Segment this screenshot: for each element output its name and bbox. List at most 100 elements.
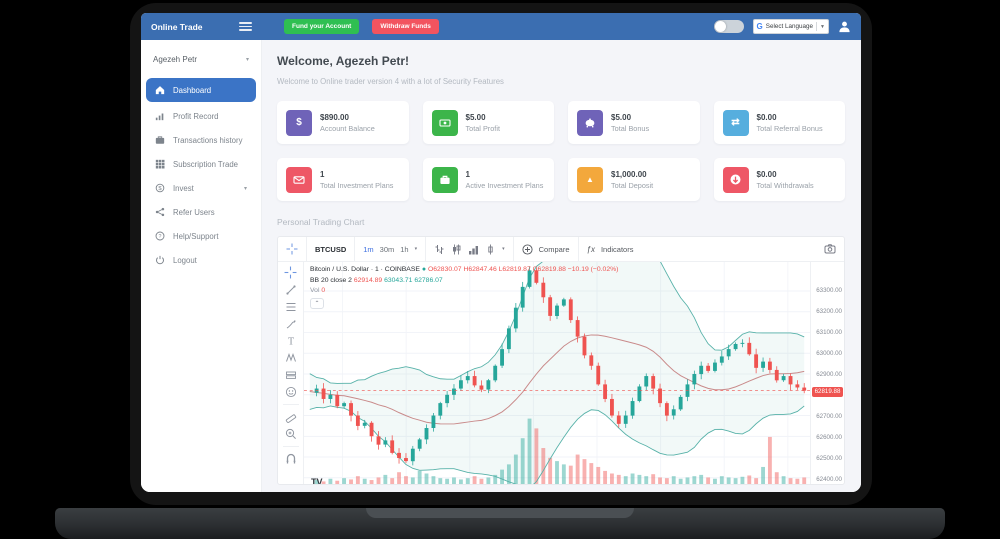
legend-vol-label[interactable]: Vol (310, 287, 320, 294)
indicators-button[interactable]: ƒx Indicators (579, 237, 642, 261)
stat-label: Total Investment Plans (320, 180, 394, 190)
fib-retracement-tool-icon[interactable] (285, 301, 297, 313)
laptop-base (55, 508, 945, 539)
chevron-down-icon: ▾ (243, 185, 247, 192)
camera-icon (824, 244, 836, 254)
snapshot-camera-button[interactable] (816, 243, 844, 255)
tradingview-logo[interactable]: TV (311, 477, 323, 484)
brush-tool-icon[interactable] (285, 318, 297, 330)
legend-bb-lower: 62786.07 (414, 276, 443, 284)
top-navbar: Online Trade Fund your Account Withdraw … (141, 13, 861, 40)
user-account-icon[interactable] (838, 20, 851, 33)
style-dropdown-chevron[interactable]: ▾ (502, 246, 505, 252)
last-price-tag: 62819.88 (812, 386, 843, 397)
stat-value: $0.00 (756, 112, 777, 122)
sidebar-item-logout[interactable]: Logout (141, 248, 261, 272)
pattern-tool-icon[interactable] (285, 352, 297, 364)
sidebar-item-label: Invest (173, 183, 194, 193)
symbol-button[interactable]: BTCUSD (307, 237, 356, 261)
legend-symbol[interactable]: Bitcoin / U.S. Dollar · 1 · COINBASE (310, 266, 420, 273)
main-content: Welcome, Agezeh Petr! Welcome to Online … (262, 40, 861, 492)
sidebar-item-label: Help/Support (173, 231, 219, 241)
magnet-tool-icon[interactable] (285, 453, 297, 465)
help-circle-icon: ? (155, 231, 165, 241)
timeframe-1m[interactable]: 1m (363, 244, 374, 254)
page-subtitle: Welcome to Online trader version 4 with … (277, 77, 504, 86)
language-label: Select Language (765, 23, 814, 30)
sidebar-item-subscription-trade[interactable]: Subscription Trade (141, 152, 261, 176)
stat-card-account-balance: $ $890.00 Account Balance (277, 101, 409, 144)
price-tick-label: 62600.00 (816, 433, 842, 441)
toolbar-divider (282, 446, 299, 447)
sidebar-item-label: Profit Record (173, 111, 219, 121)
price-tick-label: 62700.00 (816, 412, 842, 420)
price-tick-label: 63300.00 (816, 287, 842, 295)
stat-card-total-profit: $5.00 Total Profit (422, 101, 554, 144)
briefcase-icon (155, 136, 165, 144)
crosshair-tool-icon[interactable] (284, 266, 297, 279)
sidebar-item-help-support[interactable]: ? Help/Support (141, 224, 261, 248)
candles-style-icon[interactable] (451, 244, 462, 255)
price-tick-label: 63100.00 (816, 329, 842, 337)
chart-pane[interactable]: Bitcoin / U.S. Dollar · 1 · COINBASE ● O… (304, 262, 810, 484)
status-dot: ● (421, 266, 427, 273)
sidebar-item-label: Subscription Trade (173, 159, 239, 169)
compare-label: Compare (538, 244, 570, 254)
briefcase-icon (431, 166, 458, 193)
power-icon (156, 255, 164, 265)
sidebar-item-label: Logout (173, 255, 197, 265)
language-caret-icon: ▼ (820, 23, 825, 30)
sidebar-item-label: Dashboard (173, 85, 212, 95)
sidebar-item-refer-users[interactable]: Refer Users (141, 200, 261, 224)
legend-ohlc: O62830.07 H62847.46 L62819.87 C62819.88 … (427, 266, 619, 273)
withdraw-funds-button[interactable]: Withdraw Funds (372, 19, 439, 34)
hollow-candles-style-icon[interactable] (485, 244, 496, 255)
stat-card-total-withdrawals: $0.00 Total Withdrawals (713, 158, 845, 201)
timeframe-30m[interactable]: 30m (379, 244, 395, 254)
sidebar-item-dashboard[interactable]: Dashboard (146, 78, 256, 102)
sidebar-item-transactions-history[interactable]: Transactions history (141, 128, 261, 152)
stat-value: 1 (320, 169, 325, 179)
bars-style-icon[interactable] (434, 244, 445, 255)
legend-bb-label[interactable]: BB 20 close 2 (310, 276, 352, 284)
stat-value: 1 (465, 169, 470, 179)
text-tool-icon[interactable]: T (285, 335, 297, 348)
price-tick-label: 63000.00 (816, 350, 842, 358)
sidebar-item-profit-record[interactable]: Profit Record (141, 104, 261, 128)
stat-card-total-referral-bonus: ⇄ $0.00 Total Referral Bonus (713, 101, 845, 144)
price-tick-label: 62400.00 (816, 475, 842, 483)
theme-toggle[interactable] (713, 20, 744, 33)
symbol-label: BTCUSD (315, 244, 347, 254)
emoji-tool-icon[interactable] (285, 386, 297, 398)
hamburger-menu-icon[interactable] (239, 22, 252, 31)
legend-collapse-button[interactable]: ⌃ (310, 298, 324, 309)
sidebar-user-name: Agezeh Petr (153, 55, 198, 64)
columns-style-icon[interactable] (468, 244, 479, 255)
toolbar-divider (282, 404, 299, 405)
price-tick-label: 62500.00 (816, 454, 842, 462)
navbar-right: G Select Language ▼ (713, 19, 851, 34)
crosshair-tool[interactable] (278, 237, 307, 261)
piggy-bank-icon (577, 109, 603, 136)
laptop-hinge-notch (366, 508, 634, 518)
sidebar-item-invest[interactable]: $ Invest ▾ (141, 176, 261, 200)
sidebar-user-dropdown[interactable]: Agezeh Petr ▾ (141, 49, 261, 78)
position-tool-icon[interactable] (285, 369, 297, 381)
stat-label: Active Investment Plans (465, 180, 544, 190)
stat-label: Total Profit (465, 123, 500, 133)
stat-label: Total Deposit (611, 180, 654, 190)
google-icon: G (756, 22, 763, 31)
stat-card-total-deposit: ▲ $1,000.00 Total Deposit (568, 158, 700, 201)
fund-account-button[interactable]: Fund your Account (284, 19, 360, 34)
chart-svg (304, 262, 810, 484)
timeframe-1h[interactable]: 1h (400, 244, 409, 254)
language-selector[interactable]: G Select Language ▼ (752, 19, 829, 34)
compare-button[interactable]: Compare (514, 237, 579, 261)
timeframe-dropdown-chevron[interactable]: ▾ (414, 246, 418, 252)
zoom-in-tool-icon[interactable] (285, 428, 297, 440)
stat-label: Account Balance (320, 123, 375, 133)
measure-tool-icon[interactable] (285, 411, 297, 423)
trend-line-tool-icon[interactable] (285, 284, 297, 296)
brand-logo[interactable]: Online Trade (151, 21, 203, 32)
price-axis[interactable]: 63300.00 63200.00 63100.00 63000.00 62900.00… (810, 262, 844, 484)
